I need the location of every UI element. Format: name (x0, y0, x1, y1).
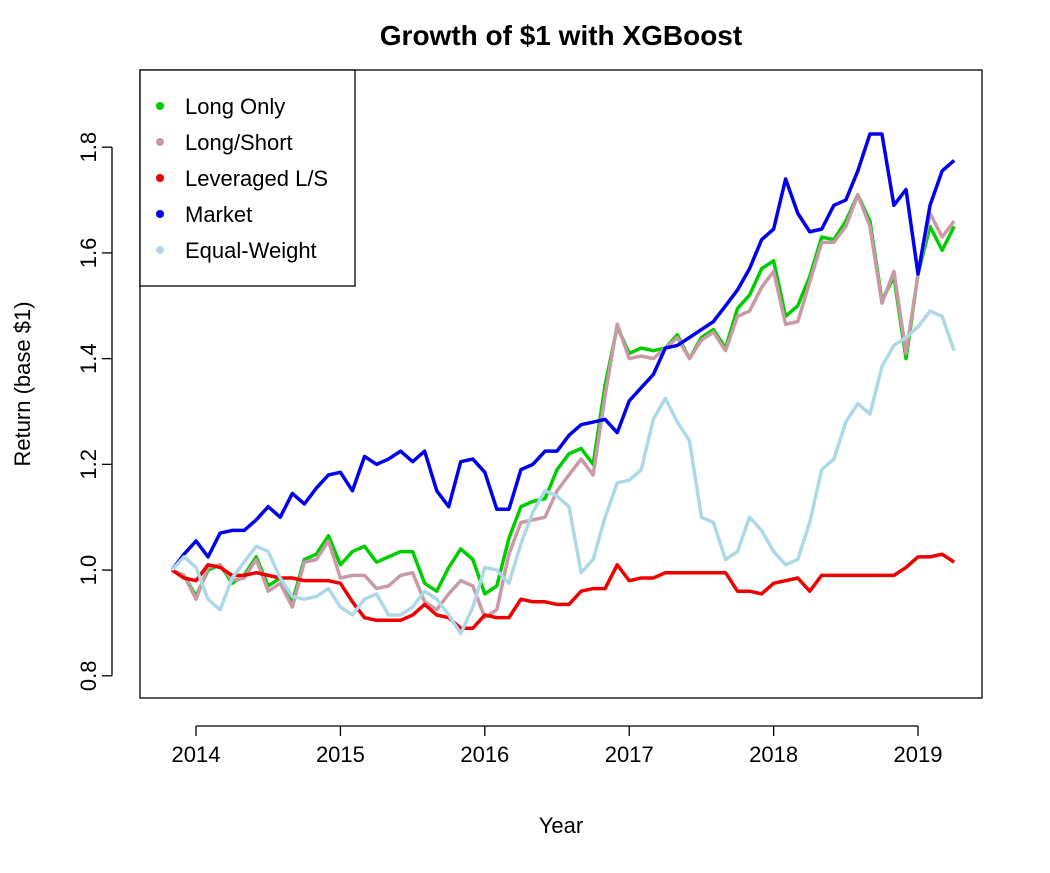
legend-box (139, 69, 356, 287)
series-line (170, 132, 956, 572)
legend-marker (156, 246, 164, 254)
x-tick-label: 2014 (172, 742, 221, 767)
legend-marker (156, 138, 164, 146)
y-tick-label: 1.6 (76, 238, 101, 269)
chart-title: Growth of $1 with XGBoost (380, 20, 742, 51)
plot-frame (139, 69, 983, 699)
legend-label: Long/Short (185, 130, 293, 155)
y-tick-label: 1.8 (76, 132, 101, 163)
legend-label: Long Only (185, 94, 285, 119)
series-line (170, 309, 956, 636)
x-tick-label: 2018 (749, 742, 798, 767)
legend-marker (156, 210, 164, 218)
y-tick-label: 1.2 (76, 449, 101, 480)
legend-marker (156, 102, 164, 110)
x-axis-label: Year (539, 813, 583, 838)
y-tick-label: 1.0 (76, 555, 101, 586)
x-tick-label: 2017 (605, 742, 654, 767)
x-tick-label: 2016 (460, 742, 509, 767)
series-line (170, 552, 956, 630)
legend-label: Leveraged L/S (185, 166, 328, 191)
legend-label: Market (185, 202, 252, 227)
legend-marker (156, 174, 164, 182)
legend-label: Equal-Weight (185, 238, 317, 263)
y-axis-label: Return (base $1) (10, 301, 35, 466)
y-tick-label: 1.4 (76, 343, 101, 374)
x-tick-label: 2019 (894, 742, 943, 767)
x-tick-label: 2015 (316, 742, 365, 767)
y-tick-label: 0.8 (76, 661, 101, 692)
series-line (171, 193, 956, 620)
